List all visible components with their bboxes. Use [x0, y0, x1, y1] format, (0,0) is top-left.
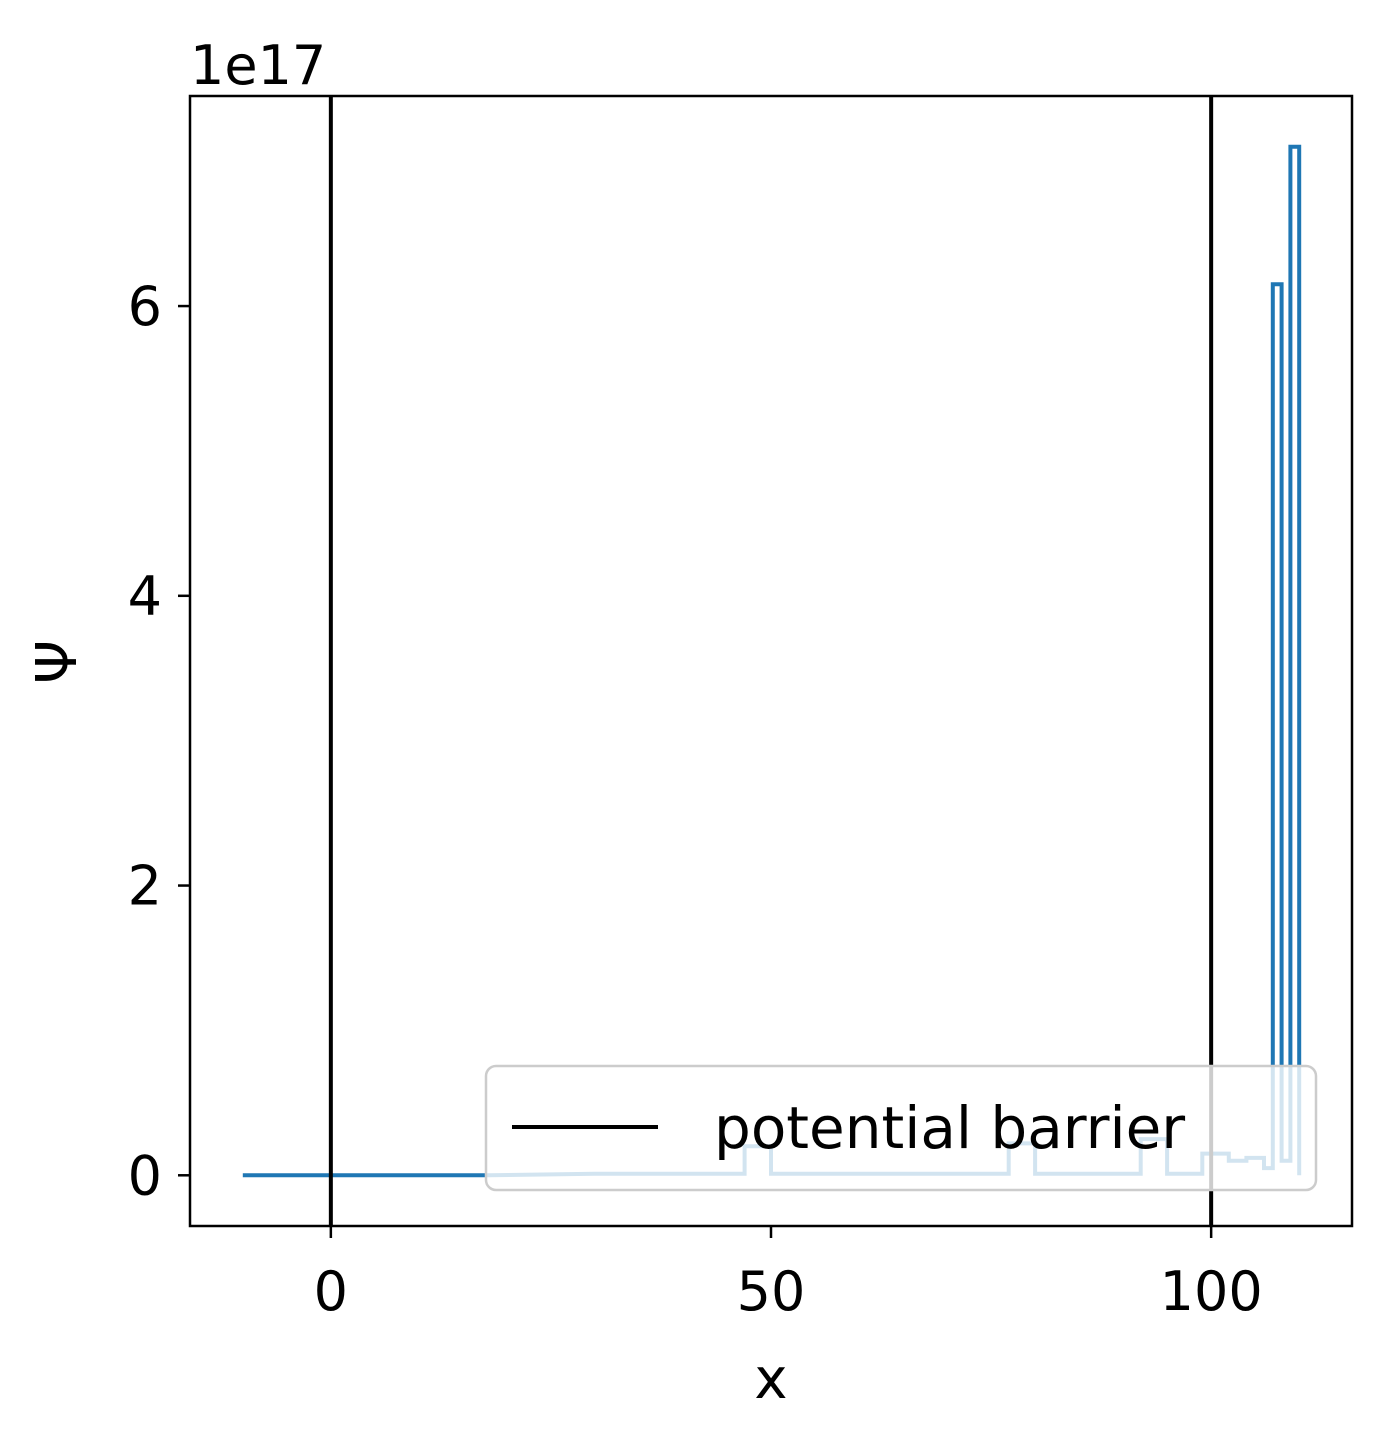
axes — [188, 94, 1354, 1228]
x-tick-label: 0 — [314, 1260, 348, 1323]
legend-box — [484, 1064, 1318, 1192]
y-tick-label: 0 — [128, 1144, 162, 1207]
x-tick-label: 50 — [737, 1260, 806, 1323]
x-tick-label: 100 — [1160, 1260, 1263, 1323]
y-axis-label: Ψ — [25, 640, 90, 684]
series-line — [242, 144, 1302, 1178]
legend: potential barrier — [484, 1064, 1318, 1192]
x-axis-ticks: 0 50 100 — [314, 1226, 1263, 1323]
y-axis-ticks: 0 2 4 6 — [128, 275, 190, 1207]
x-axis-label: x — [754, 1347, 787, 1412]
plot-area — [242, 96, 1302, 1226]
y-tick-label: 2 — [128, 855, 162, 918]
y-tick-label: 6 — [128, 275, 162, 338]
y-offset-label: 1e17 — [190, 34, 326, 97]
y-tick-label: 4 — [128, 565, 162, 628]
axes-frame — [188, 94, 1354, 1228]
legend-entry-label: potential barrier — [714, 1094, 1185, 1162]
